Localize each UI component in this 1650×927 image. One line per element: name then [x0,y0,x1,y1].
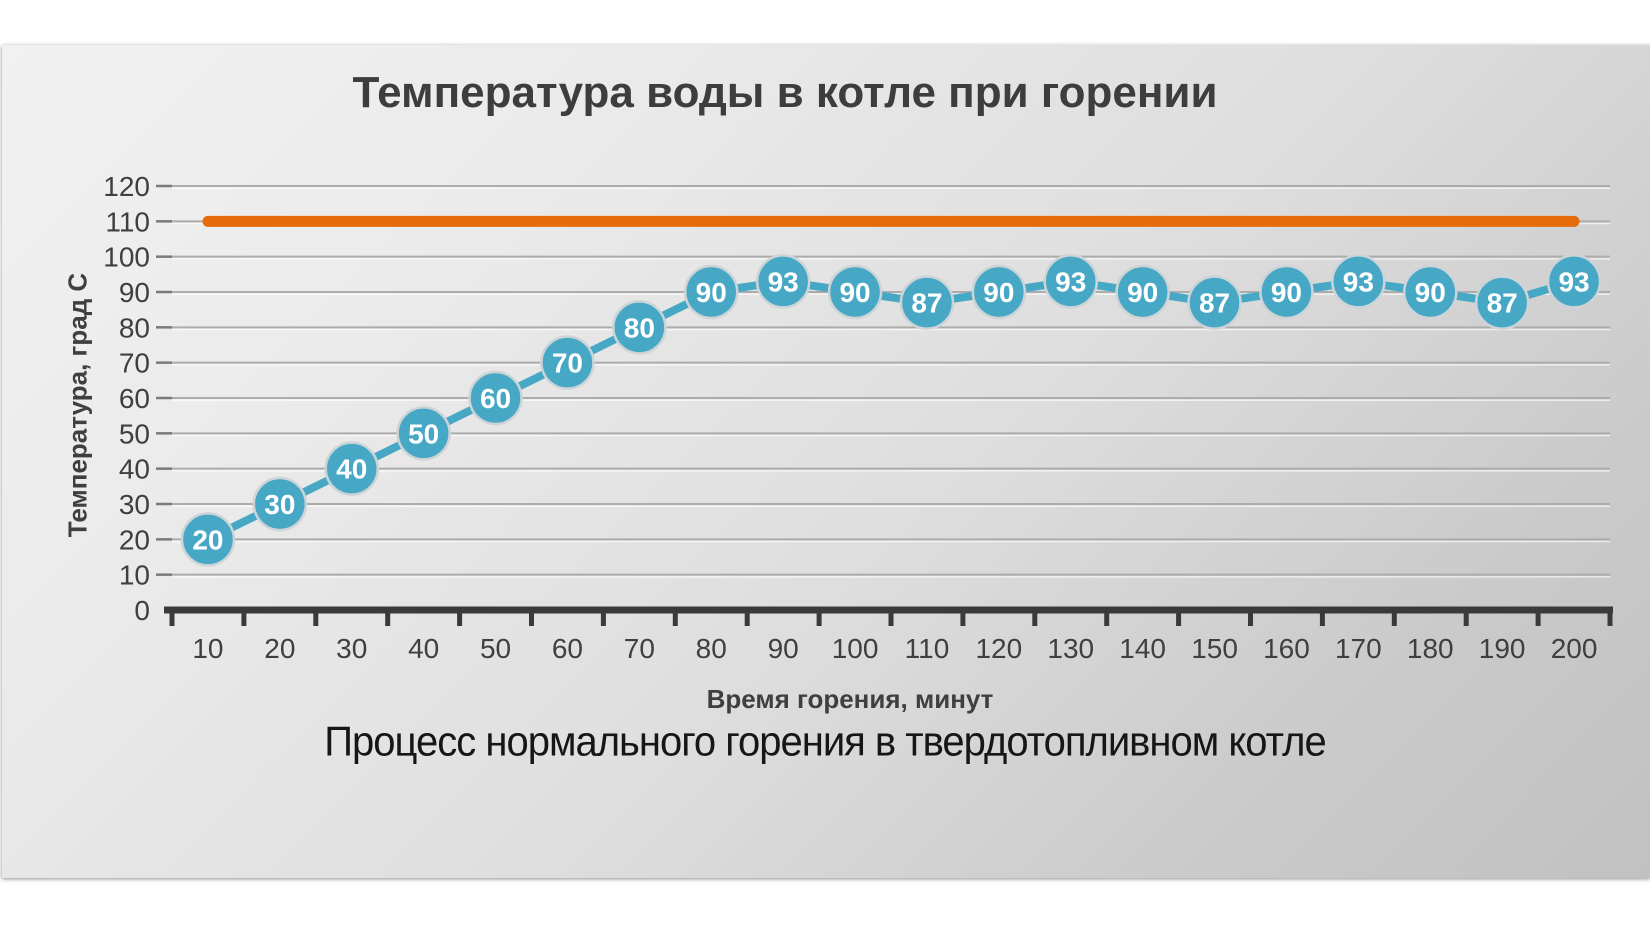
x-tick-label: 130 [1047,633,1094,664]
x-tick-label: 50 [480,633,511,664]
data-point-label: 90 [839,277,870,308]
data-point-marker [252,476,308,532]
data-point-marker [324,441,379,496]
data-point-label: 90 [983,277,1014,308]
data-point-marker [540,335,595,390]
x-tick-label: 10 [192,633,223,664]
chart-title: Температура воды в котле при горении [352,68,1218,117]
x-tick-label: 120 [975,633,1022,664]
y-tick-label: 10 [119,560,150,591]
y-tick-label: 20 [119,524,150,555]
plot-area: 0 10 20 30 40 50 60 70 80 90 100 110 120 20 30 40 50 60 70… [103,171,1613,664]
data-point-marker [1043,254,1098,309]
x-tick-label: 190 [1479,633,1526,664]
data-point-label: 87 [911,288,942,319]
x-tick-label: 150 [1191,633,1238,664]
y-tick-label: 110 [105,206,150,237]
data-point-label: 90 [1271,277,1302,308]
data-point-marker [1546,254,1602,309]
chart-caption: Процесс нормального горения в твердотопл… [324,718,1326,766]
data-point-marker [180,512,236,567]
data-point-marker [971,264,1027,320]
data-point-marker [1259,264,1314,320]
x-axis-title: Время горения, минут [706,684,994,714]
data-point-label: 20 [192,524,223,555]
y-tick-label: 0 [134,595,150,626]
data-point-label: 40 [336,454,367,485]
data-point-marker [755,254,811,309]
y-tick-label: 40 [119,454,150,485]
x-tick-label: 30 [336,633,367,664]
y-tick-label: 70 [119,348,150,379]
x-tick-label: 170 [1335,633,1382,664]
data-point-marker [684,264,739,320]
data-point-marker [827,264,883,320]
data-point-marker [1115,264,1170,320]
data-point-label: 90 [1127,277,1158,308]
data-point-marker [1187,275,1242,330]
data-point-label: 93 [1558,266,1589,297]
x-tick-label: 40 [408,633,439,664]
data-point-label: 50 [408,418,439,449]
data-point-marker [396,406,451,461]
data-point-label: 30 [264,489,295,520]
data-point-label: 93 [768,266,799,297]
x-tick-label: 110 [905,633,950,664]
data-point-marker [468,370,523,426]
data-point-label: 60 [480,383,511,414]
y-tick-label: 60 [119,383,150,414]
x-tick-label: 90 [768,633,799,664]
data-point-marker [899,275,955,330]
x-tick-label: 70 [624,633,655,664]
data-point-marker [1474,275,1530,330]
data-point-label: 87 [1199,288,1230,319]
x-tick-label: 140 [1119,633,1166,664]
x-tick-label: 160 [1263,633,1310,664]
x-tick-label: 20 [264,633,295,664]
y-tick-label: 30 [119,489,150,520]
y-tick-label: 90 [119,277,150,308]
y-tick-label: 120 [103,171,150,202]
x-tick-label: 80 [696,633,727,664]
data-point-marker [1403,264,1458,320]
data-point-label: 87 [1487,288,1518,319]
data-point-label: 93 [1055,266,1086,297]
x-tick-label: 200 [1551,633,1598,664]
slide-panel [2,45,1650,878]
data-point-label: 90 [1415,277,1446,308]
y-tick-label: 50 [119,418,150,449]
data-point-label: 90 [696,277,727,308]
x-tick-label: 180 [1407,633,1454,664]
x-tick-label: 100 [832,633,879,664]
y-tick-label: 80 [119,312,150,343]
data-point-label: 80 [624,312,655,343]
x-tick-label: 60 [552,633,583,664]
data-point-label: 93 [1343,266,1374,297]
y-tick-label: 100 [103,242,150,273]
data-point-marker [612,300,667,355]
data-point-label: 70 [552,348,583,379]
data-point-marker [1331,254,1386,309]
